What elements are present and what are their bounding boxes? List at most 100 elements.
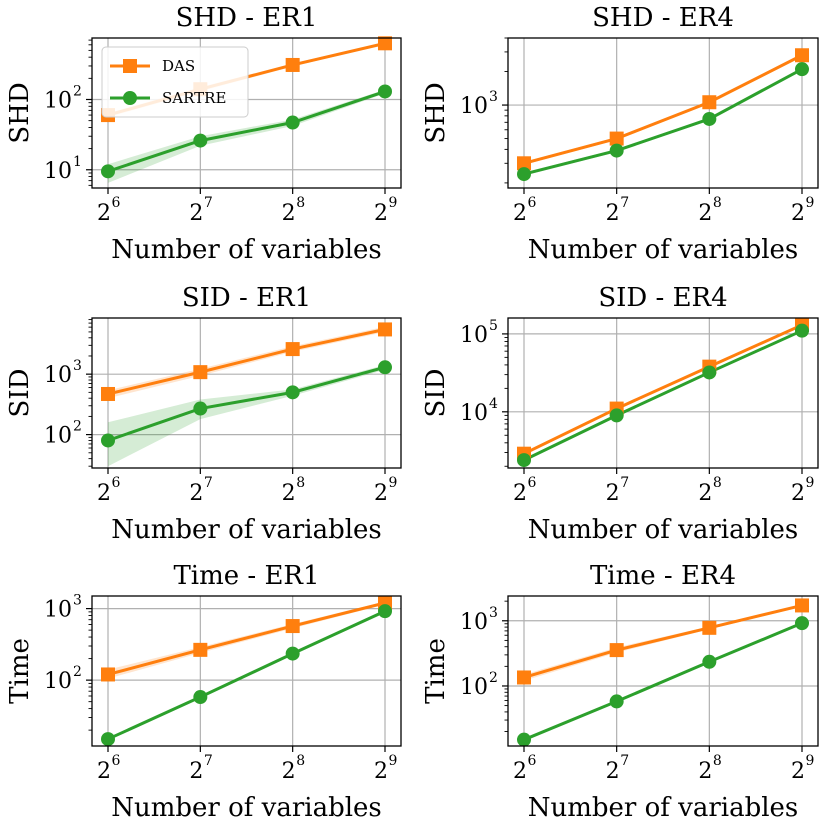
- y-axis-label: Time: [5, 638, 35, 704]
- y-tick-label: 10: [44, 669, 72, 694]
- data-point-sartre: [795, 616, 809, 631]
- series-line-sartre: [523, 329, 803, 462]
- data-point-das: [101, 386, 115, 401]
- y-minor-ticks: [502, 600, 508, 732]
- x-tick-exponent: 6: [112, 195, 121, 211]
- x-tick-label: 2: [698, 759, 712, 784]
- x-tick-label: 2: [282, 201, 296, 226]
- legend-marker-das: [123, 59, 137, 73]
- y-tick-label: 10: [44, 363, 72, 388]
- x-tick-label: 2: [374, 759, 388, 784]
- x-tick-label: 2: [698, 201, 712, 226]
- plot-area: [523, 53, 803, 176]
- x-axis-label: Number of variables: [528, 235, 799, 265]
- x-tick-label: 2: [282, 759, 296, 784]
- y-tick-label: 10: [460, 401, 488, 426]
- data-point-das: [795, 48, 809, 63]
- x-tick-label: 2: [97, 201, 111, 226]
- y-tick-label: 10: [460, 675, 488, 700]
- x-tick-exponent: 7: [204, 475, 213, 491]
- data-point-sartre: [101, 164, 115, 179]
- axes-frame: [91, 317, 402, 469]
- x-tick-exponent: 6: [112, 475, 121, 491]
- series-line-sartre: [107, 609, 386, 741]
- data-point-sartre: [378, 84, 392, 99]
- chart-title: Time - ER1: [173, 561, 319, 591]
- y-axis-label: SID: [5, 369, 35, 418]
- data-point-sartre: [193, 133, 208, 148]
- data-point-sartre: [101, 732, 115, 747]
- y-tick-exponent: 5: [489, 318, 498, 334]
- data-point-das: [609, 131, 624, 146]
- y-tick-exponent: 3: [73, 593, 82, 609]
- y-tick-exponent: 1: [73, 154, 82, 170]
- legend-marker-sartre: [123, 91, 137, 105]
- x-tick-exponent: 8: [296, 753, 305, 769]
- data-point-sartre: [702, 365, 717, 380]
- series-band-das: [524, 54, 802, 165]
- x-tick-label: 2: [189, 759, 203, 784]
- data-point-sartre: [285, 385, 300, 400]
- data-point-das: [517, 670, 531, 685]
- axes-frame: [507, 37, 819, 189]
- plot-area: [107, 601, 386, 741]
- y-axis-label: SHD: [5, 82, 35, 143]
- x-tick-exponent: 9: [806, 195, 815, 211]
- x-axis-label: Number of variables: [528, 515, 799, 545]
- x-axis-label: Number of variables: [111, 793, 382, 823]
- x-tick-label: 2: [606, 201, 620, 226]
- gridlines: [92, 596, 401, 746]
- y-tick-exponent: 2: [73, 664, 82, 680]
- legend-label-das: DAS: [162, 57, 195, 75]
- data-point-sartre: [702, 111, 717, 126]
- x-tick-label: 2: [97, 481, 111, 506]
- y-tick-exponent: 2: [489, 670, 498, 686]
- data-point-sartre: [193, 401, 208, 416]
- series-line-das: [107, 601, 386, 676]
- x-tick-label: 2: [282, 481, 296, 506]
- x-tick-label: 2: [513, 481, 527, 506]
- x-tick-label: 2: [189, 201, 203, 226]
- x-tick-exponent: 6: [528, 195, 537, 211]
- y-tick-label: 10: [44, 88, 72, 113]
- x-tick-exponent: 6: [528, 753, 537, 769]
- data-point-das: [101, 667, 115, 682]
- y-tick-exponent: 3: [489, 89, 498, 105]
- y-tick-label: 10: [460, 610, 488, 635]
- series-line-sartre: [107, 90, 386, 173]
- x-axis-label: Number of variables: [528, 793, 799, 823]
- x-tick-exponent: 8: [296, 475, 305, 491]
- y-axis-label: SID: [421, 369, 451, 418]
- data-point-sartre: [101, 433, 115, 448]
- data-point-sartre: [517, 453, 531, 468]
- data-point-das: [795, 598, 809, 613]
- x-tick-label: 2: [606, 759, 620, 784]
- y-tick-label: 10: [460, 323, 488, 348]
- data-point-sartre: [795, 62, 809, 77]
- y-minor-ticks: [86, 319, 92, 467]
- y-minor-ticks: [502, 333, 508, 467]
- data-point-sartre: [193, 690, 208, 705]
- series-line-das: [107, 327, 386, 396]
- x-tick-exponent: 7: [620, 195, 629, 211]
- x-tick-exponent: 6: [112, 753, 121, 769]
- x-tick-label: 2: [791, 481, 805, 506]
- y-minor-ticks: [86, 607, 92, 731]
- gridlines: [508, 318, 818, 468]
- axes-frame: [91, 37, 402, 189]
- x-tick-exponent: 8: [713, 753, 722, 769]
- x-tick-label: 2: [513, 759, 527, 784]
- axes-frame: [507, 595, 819, 747]
- data-point-das: [285, 342, 300, 357]
- data-point-sartre: [378, 604, 392, 619]
- chart-title: SID - ER1: [182, 283, 311, 313]
- data-point-sartre: [285, 115, 300, 130]
- y-tick-exponent: 2: [73, 419, 82, 435]
- plot-area: [523, 323, 803, 462]
- x-tick-exponent: 7: [620, 475, 629, 491]
- y-tick-label: 10: [44, 424, 72, 449]
